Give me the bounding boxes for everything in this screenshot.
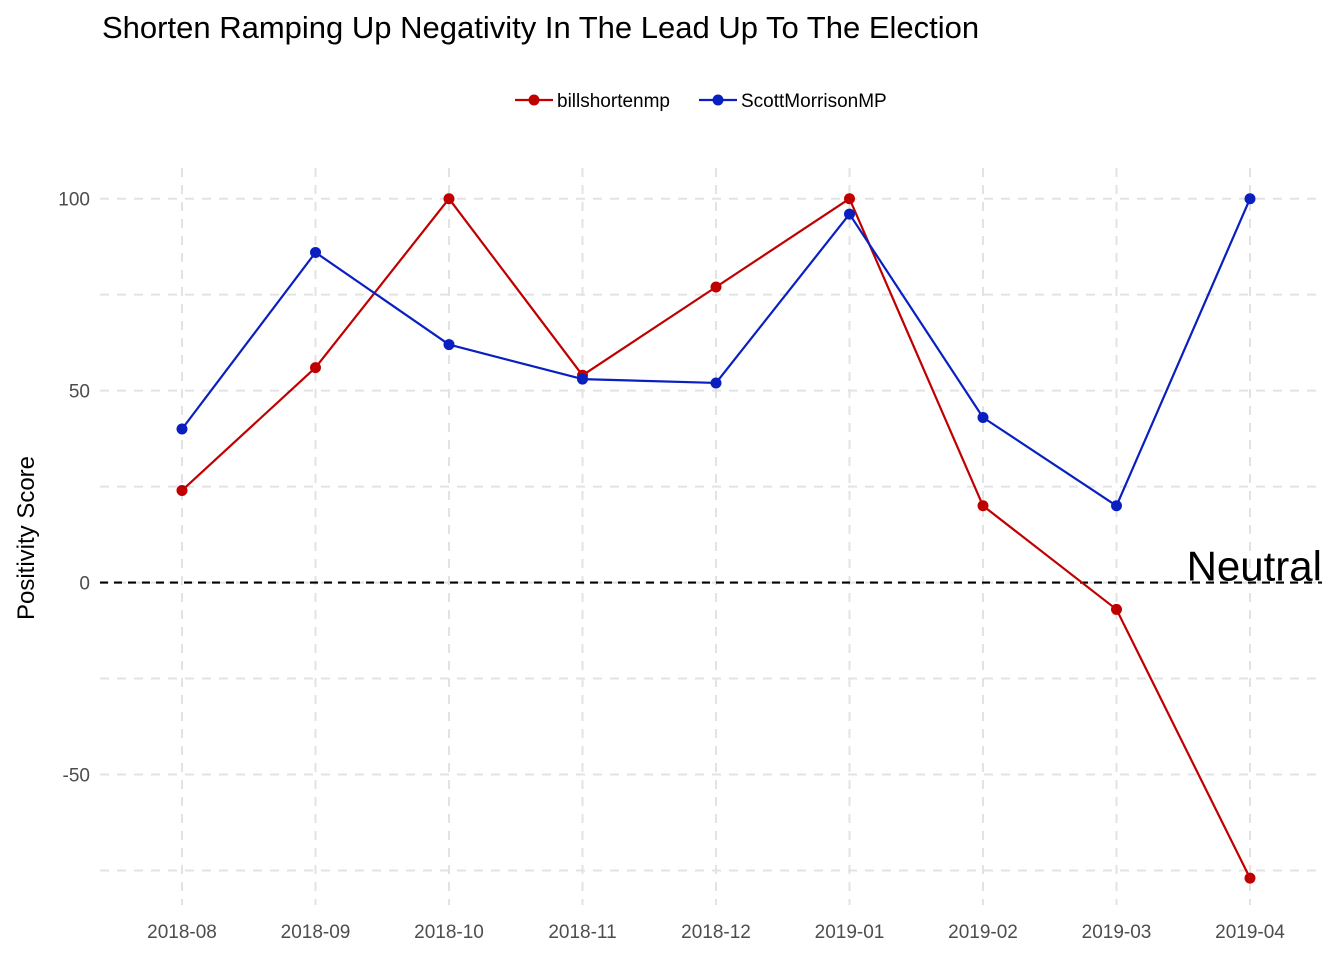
x-tick-label: 2019-03 bbox=[1082, 922, 1152, 943]
data-point-billshortenmp bbox=[710, 281, 722, 293]
y-tick-label: 50 bbox=[69, 382, 90, 403]
data-point-billshortenmp bbox=[443, 193, 455, 205]
y-axis-title: Positivity Score bbox=[13, 456, 40, 620]
x-tick-label: 2018-12 bbox=[681, 922, 751, 943]
neutral-annotation: Neutral bbox=[1187, 543, 1322, 590]
data-point-ScottMorrisonMP bbox=[977, 412, 989, 424]
chart-title: Shorten Ramping Up Negativity In The Lea… bbox=[102, 10, 980, 45]
data-point-ScottMorrisonMP bbox=[710, 377, 722, 389]
x-tick-label: 2019-02 bbox=[948, 922, 1018, 943]
data-point-ScottMorrisonMP bbox=[577, 373, 588, 385]
legend-key-point-billshortenmp bbox=[528, 94, 540, 106]
data-point-billshortenmp bbox=[1111, 603, 1122, 615]
data-point-ScottMorrisonMP bbox=[443, 339, 455, 351]
data-point-billshortenmp bbox=[977, 500, 989, 512]
series-line-billshortenmp bbox=[181, 197, 1251, 879]
x-tick-label: 2018-09 bbox=[281, 922, 351, 943]
data-point-billshortenmp bbox=[844, 193, 855, 205]
x-tick-label: 2019-01 bbox=[815, 922, 885, 943]
data-point-ScottMorrisonMP bbox=[1111, 500, 1122, 512]
data-point-ScottMorrisonMP bbox=[1244, 193, 1256, 205]
data-point-ScottMorrisonMP bbox=[310, 246, 321, 258]
legend-key-point-ScottMorrisonMP bbox=[712, 94, 724, 106]
data-point-ScottMorrisonMP bbox=[844, 208, 855, 220]
x-tick-label: 2018-08 bbox=[147, 922, 217, 943]
legend-label-billshortenmp: billshortenmp bbox=[557, 91, 670, 112]
grid-lines bbox=[100, 168, 1322, 905]
y-tick-label: -50 bbox=[63, 765, 90, 786]
x-tick-label: 2018-11 bbox=[548, 922, 616, 943]
series-layer bbox=[176, 193, 1256, 884]
y-tick-label: 100 bbox=[58, 190, 90, 211]
x-tick-label: 2019-04 bbox=[1215, 922, 1285, 943]
legend-label-ScottMorrisonMP: ScottMorrisonMP bbox=[741, 91, 887, 112]
legend: billshortenmp ScottMorrisonMP bbox=[515, 91, 887, 112]
data-point-ScottMorrisonMP bbox=[176, 423, 188, 435]
y-axis-ticks: -50 0 50 100 bbox=[58, 190, 90, 787]
data-point-billshortenmp bbox=[310, 362, 321, 374]
x-tick-label: 2018-10 bbox=[414, 922, 484, 943]
x-axis-ticks: 2018-08 2018-09 2018-10 2018-11 2018-12 2019-… bbox=[147, 922, 1285, 943]
data-point-billshortenmp bbox=[176, 484, 188, 496]
data-point-billshortenmp bbox=[1244, 872, 1256, 884]
y-tick-label: 0 bbox=[79, 574, 90, 595]
